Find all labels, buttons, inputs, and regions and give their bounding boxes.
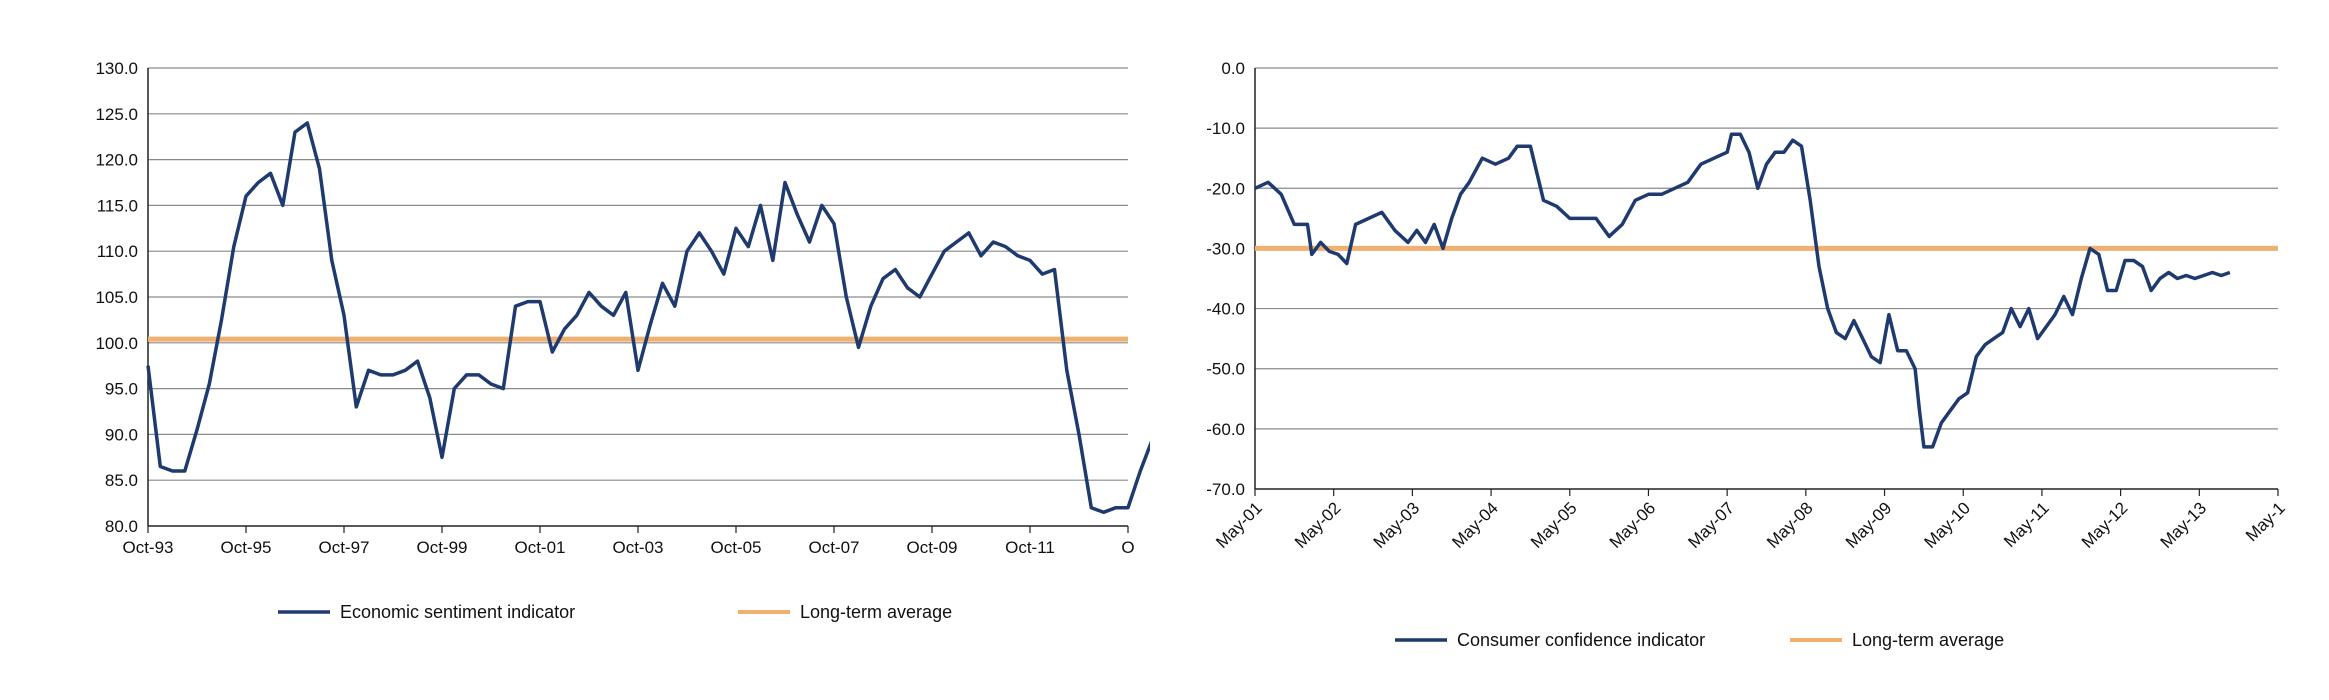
x-tick-label: Oct-03: [612, 538, 663, 557]
x-tick-label: Oct-09: [906, 538, 957, 557]
legend-label-consumer-confidence: Consumer confidence indicator: [1457, 630, 1705, 650]
consumer-confidence-chart: 0.0 -10.0 -20.0 -30.0 -40.0 -50.0 -60.0 -70.0 Ma…: [1150, 0, 2329, 700]
x-tick-label: Oct-07: [808, 538, 859, 557]
y-tick-label: 110.0: [97, 242, 138, 261]
y-tick-label: 105.0: [95, 288, 138, 307]
x-tick-label: May-12: [2078, 498, 2132, 552]
x-tick-label: Oct-11: [1005, 538, 1055, 557]
y-tick-label: 95.0: [105, 380, 138, 399]
x-tick-label: O: [1121, 538, 1134, 557]
y-tick-label: 125.0: [95, 105, 138, 124]
x-tick-label: Oct-99: [416, 538, 467, 557]
x-tick-label: May-07: [1684, 498, 1738, 552]
x-tick-label: May-01: [1212, 498, 1266, 552]
economic-sentiment-chart: 130.0 125.0 120.0 115.0 110.0 105.0 100.0 95.0 9…: [0, 0, 1150, 700]
x-tick-label: May-03: [1370, 498, 1424, 552]
consumer-confidence-series-line: [1254, 132, 2231, 449]
x-tick-label: May-02: [1291, 498, 1345, 552]
y-tick-label: 115.0: [97, 196, 138, 215]
economic-sentiment-chart-svg: 130.0 125.0 120.0 115.0 110.0 105.0 100.0 95.0 9…: [95, 59, 1150, 622]
consumer-confidence-chart-svg: 0.0-10.0-20.0-30.0-40.0-50.0-60.0-70.0Ma…: [1206, 59, 2289, 650]
x-tick-label: Oct-05: [710, 538, 761, 557]
y-tick-label: -40.0: [1206, 300, 1245, 319]
y-tick-label: 130.0: [95, 59, 138, 78]
legend-label-economic-sentiment: Economic sentiment indicator: [340, 602, 575, 622]
y-tick-label: -20.0: [1206, 179, 1245, 198]
economic-sentiment-series-line: [146, 121, 1150, 515]
x-tick-label: Oct-97: [318, 538, 369, 557]
x-tick-label: Oct-01: [514, 538, 565, 557]
legend-label-long-term-average: Long-term average: [1852, 630, 2004, 650]
x-tick-label: May-10: [1921, 498, 1975, 552]
y-tick-label: -10.0: [1206, 119, 1245, 138]
y-tick-label: -30.0: [1206, 239, 1245, 258]
x-tick-label: May-06: [1606, 498, 1660, 552]
y-tick-label: 80.0: [105, 517, 138, 536]
y-tick-label: 100.0: [95, 334, 138, 353]
y-tick-label: -70.0: [1206, 480, 1245, 499]
y-tick-label: 0.0: [1221, 59, 1245, 78]
legend-label-long-term-average: Long-term average: [800, 602, 952, 622]
x-tick-label: May-1: [2242, 498, 2289, 545]
x-tick-label: May-11: [2000, 498, 2053, 551]
y-tick-label: 85.0: [105, 471, 138, 490]
x-tick-label: Oct-93: [122, 538, 173, 557]
x-tick-label: May-04: [1448, 498, 1502, 552]
x-tick-label: May-13: [2157, 498, 2211, 552]
y-tick-label: 120.0: [95, 151, 138, 170]
x-tick-label: May-08: [1763, 498, 1817, 552]
y-tick-label: -50.0: [1206, 360, 1245, 379]
x-tick-label: May-09: [1842, 498, 1896, 552]
x-tick-label: May-05: [1527, 498, 1581, 552]
y-tick-label: -60.0: [1206, 420, 1245, 439]
y-tick-label: 90.0: [105, 425, 138, 444]
x-tick-label: Oct-95: [220, 538, 271, 557]
